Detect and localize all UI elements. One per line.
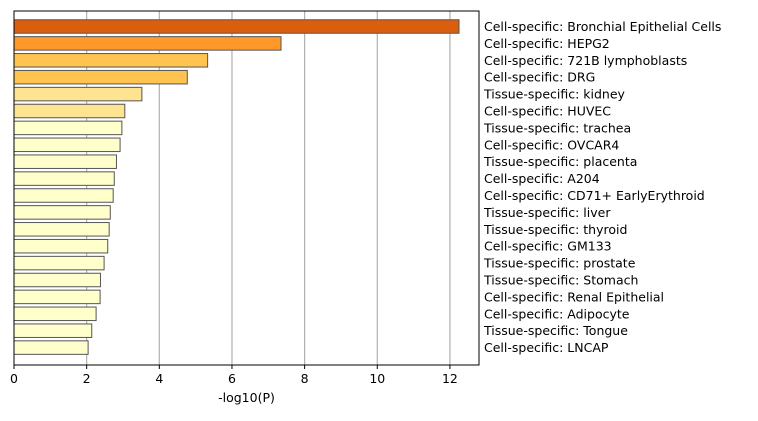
category-label: Tissue-specific: prostate xyxy=(483,256,636,271)
bar xyxy=(13,340,89,355)
category-label: Tissue-specific: trachea xyxy=(483,120,631,135)
plot-frame xyxy=(13,10,480,366)
bar xyxy=(13,222,110,237)
x-axis-label: -log10(P) xyxy=(218,390,275,405)
category-label: Tissue-specific: Stomach xyxy=(483,273,638,288)
category-label: Tissue-specific: liver xyxy=(483,205,611,220)
category-label: Cell-specific: Renal Epithelial xyxy=(484,289,664,304)
x-tick-label: 10 xyxy=(369,371,385,386)
category-label: Cell-specific: 721B lymphoblasts xyxy=(484,53,687,68)
bar xyxy=(13,103,126,119)
category-label: Cell-specific: Adipocyte xyxy=(484,306,630,321)
bar xyxy=(13,238,109,254)
category-label: Tissue-specific: Tongue xyxy=(483,323,628,338)
category-label: Cell-specific: Bronchial Epithelial Cell… xyxy=(484,19,721,34)
bar xyxy=(13,69,188,85)
bar xyxy=(13,171,115,186)
x-tick-label: 0 xyxy=(10,371,18,386)
bar xyxy=(13,120,123,136)
category-label: Cell-specific: HUVEC xyxy=(484,104,611,119)
category-label: Cell-specific: LNCAP xyxy=(484,340,609,355)
bar xyxy=(13,323,93,338)
category-labels: Cell-specific: Bronchial Epithelial Cell… xyxy=(483,19,721,355)
bar xyxy=(13,19,460,34)
x-tick-label: 4 xyxy=(155,371,163,386)
x-axis-ticks: 0 2 4 6 8 10 12 xyxy=(10,365,458,386)
bar xyxy=(13,255,105,271)
category-label: Tissue-specific: kidney xyxy=(483,87,626,102)
category-label: Tissue-specific: placenta xyxy=(483,154,637,169)
bar xyxy=(13,289,101,305)
category-label: Tissue-specific: thyroid xyxy=(483,222,627,237)
bar xyxy=(13,86,143,102)
bars xyxy=(13,19,460,355)
bar xyxy=(13,154,117,169)
category-label: Cell-specific: DRG xyxy=(484,70,595,85)
bar xyxy=(13,272,101,288)
category-label: Cell-specific: A204 xyxy=(484,171,600,186)
x-tick-label: 12 xyxy=(442,371,458,386)
category-label: Cell-specific: CD71+ EarlyErythroid xyxy=(484,188,705,203)
category-label: Cell-specific: HEPG2 xyxy=(484,36,610,51)
bar xyxy=(13,188,114,203)
bar xyxy=(13,137,121,153)
bar xyxy=(13,36,282,51)
bar xyxy=(13,205,111,220)
bar xyxy=(13,53,209,68)
x-tick-label: 6 xyxy=(228,371,236,386)
x-tick-label: 8 xyxy=(301,371,309,386)
category-label: Cell-specific: GM133 xyxy=(484,239,612,254)
x-tick-label: 2 xyxy=(83,371,91,386)
category-label: Cell-specific: OVCAR4 xyxy=(484,137,619,152)
bar xyxy=(13,306,97,322)
